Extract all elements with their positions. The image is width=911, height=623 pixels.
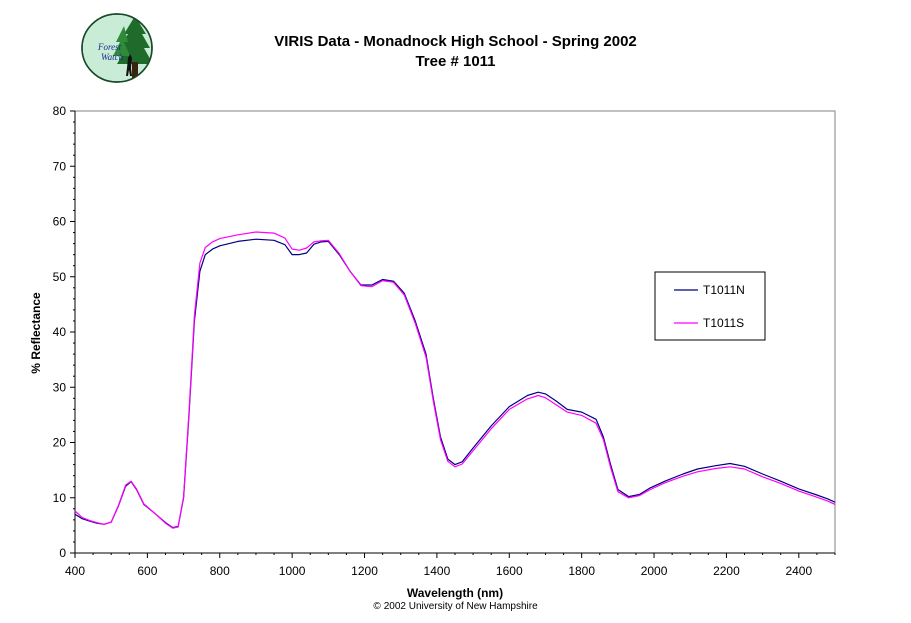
x-tick-label: 800 (210, 564, 230, 578)
y-tick-label: 30 (53, 380, 67, 394)
plot-lines (74, 231, 836, 529)
copyright-notice: © 2002 University of New Hampshire (0, 601, 911, 612)
logo-text-line2: Watch (101, 52, 124, 62)
x-axis-label: Wavelength (nm) (407, 586, 503, 600)
x-tick-label: 1600 (496, 564, 523, 578)
x-tick-label: 2400 (785, 564, 812, 578)
legend-label: T1011S (703, 316, 744, 330)
chart-title: VIRIS Data - Monadnock High School - Spr… (274, 33, 637, 50)
x-tick-label: 400 (65, 564, 85, 578)
series-line-t1011s (74, 231, 836, 529)
legend: T1011N T1011S (654, 271, 766, 341)
y-tick-label: 20 (53, 436, 67, 450)
y-tick-label: 60 (53, 215, 67, 229)
axes: 0 10 20 30 40 50 60 70 80 400 600 800 1000 1200 1400 16… (53, 104, 836, 578)
x-tick-label: 600 (137, 564, 157, 578)
y-tick-label: 40 (53, 325, 67, 339)
y-tick-label: 0 (59, 546, 66, 560)
tree-icon (113, 16, 152, 82)
x-tick-label: 2000 (641, 564, 668, 578)
copyright-symbol: © (373, 601, 381, 612)
y-tick-label: 70 (53, 159, 67, 173)
logo-text-line1: Forest (97, 42, 122, 52)
x-tick-label: 1000 (279, 564, 306, 578)
x-tick-label: 1400 (424, 564, 451, 578)
forest-watch-logo: Forest Watch (81, 13, 153, 83)
chart-subtitle: Tree # 1011 (415, 53, 496, 70)
chart-title-block: VIRIS Data - Monadnock High School - Spr… (0, 32, 911, 72)
copyright-text: 2002 University of New Hampshire (383, 601, 538, 612)
x-tick-label: 2200 (713, 564, 740, 578)
x-tick-label: 1200 (351, 564, 378, 578)
y-tick-label: 10 (53, 491, 67, 505)
y-tick-label: 50 (53, 270, 67, 284)
legend-box (654, 271, 766, 341)
y-tick-label: 80 (53, 104, 67, 118)
legend-label: T1011N (703, 283, 745, 297)
y-axis-label: % Reflectance (29, 292, 43, 374)
x-tick-label: 1800 (568, 564, 595, 578)
